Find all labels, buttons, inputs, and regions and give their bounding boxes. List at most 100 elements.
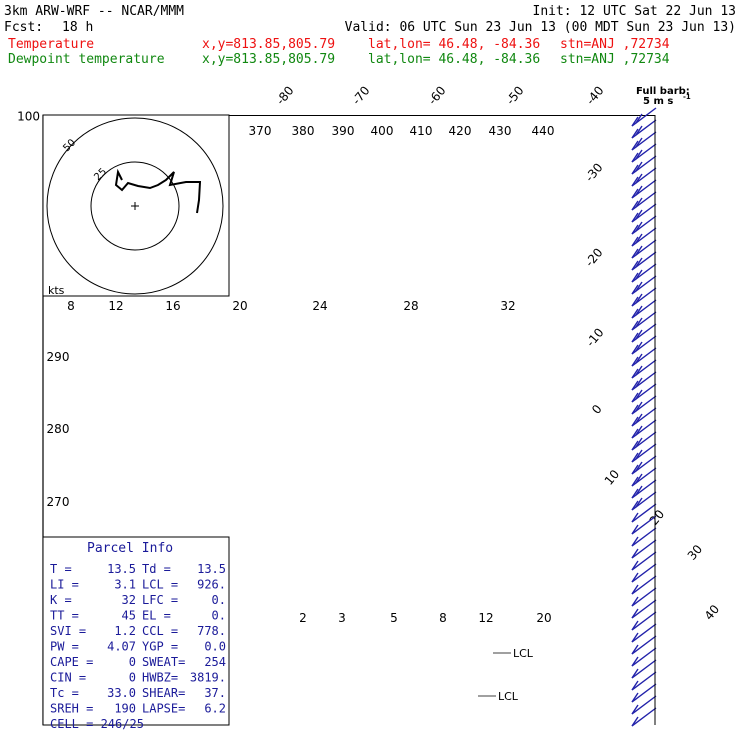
speed-scale-label: 32 bbox=[500, 299, 515, 313]
parcel-info-key: LAPSE= bbox=[142, 702, 185, 716]
hodograph-origin bbox=[131, 202, 139, 210]
wind-barb-flag bbox=[635, 173, 643, 184]
wind-barb-staff bbox=[631, 503, 657, 523]
parcel-info-key: EL = bbox=[142, 609, 171, 623]
isotherm-label: 20 bbox=[647, 507, 668, 528]
parcel-info-key: TT = bbox=[50, 609, 79, 623]
isotherm-label: 0 bbox=[589, 402, 605, 417]
wind-barb-flag bbox=[635, 401, 643, 412]
barb-legend-exponent: -1 bbox=[683, 93, 691, 101]
wind-barb-flag bbox=[635, 245, 643, 256]
wind-barb-flag bbox=[631, 224, 639, 235]
theta-side-label: 290 bbox=[47, 350, 70, 364]
isotherm-label: 40 bbox=[702, 602, 723, 623]
wind-barb-flag bbox=[631, 620, 639, 631]
parcel-info-value: 0. bbox=[212, 609, 226, 623]
parcel-info-key: SWEAT= bbox=[142, 655, 185, 669]
theta-label: 410 bbox=[410, 124, 433, 138]
parcel-info-value: 32 bbox=[122, 593, 136, 607]
wind-barb-flag bbox=[631, 332, 639, 343]
wind-barb-flag bbox=[635, 377, 643, 388]
wind-barb-flag bbox=[635, 473, 643, 484]
wind-barb-flag bbox=[635, 485, 643, 496]
mixing-ratio-label: 12 bbox=[478, 611, 493, 625]
isotherm-label: -20 bbox=[582, 245, 605, 269]
wind-barb-flag bbox=[631, 128, 639, 139]
parcel-info-key: T = bbox=[50, 562, 72, 576]
parcel-info-value: 1.2 bbox=[114, 624, 136, 638]
speed-scale-label: 8 bbox=[67, 299, 75, 313]
wind-barb-flag bbox=[631, 464, 639, 475]
parcel-info-value: 13.5 bbox=[107, 562, 136, 576]
wind-barb-flag bbox=[635, 269, 643, 280]
parcel-info-value: 4.07 bbox=[107, 640, 136, 654]
wind-barb-flag bbox=[631, 296, 639, 307]
wind-barb-flag bbox=[635, 281, 643, 292]
wind-barb-flag bbox=[631, 716, 639, 727]
wind-barb-flag bbox=[635, 293, 643, 304]
wind-barb-flag bbox=[631, 320, 639, 331]
parcel-info-key: YGP = bbox=[142, 640, 178, 654]
wind-barb-flag bbox=[631, 476, 639, 487]
lcl-label: LCL bbox=[498, 690, 519, 703]
parcel-info-key: LCL = bbox=[142, 578, 178, 592]
dewpoint-label: Dewpoint temperature bbox=[8, 52, 165, 67]
parcel-info-key: CAPE = bbox=[50, 655, 93, 669]
wind-barb-flag bbox=[631, 608, 639, 619]
hodograph-inset: 50 25 kts bbox=[42, 114, 230, 297]
wind-barb-flag bbox=[631, 644, 639, 655]
parcel-info-value: 190 bbox=[114, 702, 136, 716]
parcel-info-row: CELL = 246/25 bbox=[50, 717, 144, 731]
temperature-latlon: lat,lon= 46.48, -84.36 bbox=[368, 37, 540, 52]
valid-time: Valid: 06 UTC Sun 23 Jun 13 (00 MDT Sun … bbox=[345, 20, 736, 35]
parcel-info-key: CCL = bbox=[142, 624, 178, 638]
theta-label: 380 bbox=[292, 124, 315, 138]
wind-barb-flag bbox=[631, 260, 639, 271]
wind-barb-flag bbox=[635, 497, 643, 508]
wind-barb-flag bbox=[631, 680, 639, 691]
wind-barb-flag bbox=[635, 197, 643, 208]
wind-barb-staff bbox=[631, 683, 657, 703]
theta-label: 440 bbox=[532, 124, 555, 138]
wind-barb-staff bbox=[631, 671, 657, 691]
theta-label: 390 bbox=[332, 124, 355, 138]
parcel-info-value: 254 bbox=[204, 655, 226, 669]
mixing-ratio-labels: 2 3 5 8 12 20 bbox=[299, 611, 551, 625]
isotherm-label: 30 bbox=[685, 542, 706, 563]
isotherm-label: -50 bbox=[503, 83, 526, 107]
wind-barb-flag bbox=[631, 368, 639, 379]
lcl-markers: LCL LCL bbox=[478, 647, 534, 703]
speed-scale-label: 24 bbox=[312, 299, 327, 313]
parcel-info-key: K = bbox=[50, 593, 72, 607]
wind-barb-flag bbox=[635, 149, 643, 160]
wind-barb-flag bbox=[631, 692, 639, 703]
wind-barb-flag bbox=[631, 668, 639, 679]
speed-scale-label: 20 bbox=[232, 299, 247, 313]
wind-barb-flag bbox=[635, 221, 643, 232]
temperature-xy: x,y=813.85,805.79 bbox=[202, 37, 335, 52]
wind-barb-flag bbox=[635, 125, 643, 136]
wind-barb-staff bbox=[631, 551, 657, 571]
parcel-info-value: 6.2 bbox=[204, 702, 226, 716]
wind-barb-flag bbox=[631, 212, 639, 223]
dewpoint-station: stn=ANJ ,72734 bbox=[560, 52, 670, 67]
parcel-info-title: Parcel Info bbox=[87, 541, 173, 556]
wind-barb-flag bbox=[631, 116, 639, 127]
lcl-label: LCL bbox=[513, 647, 534, 660]
hodograph-ring-outer bbox=[46, 117, 224, 295]
isotherm-label: -40 bbox=[583, 83, 606, 107]
wind-barb-flag bbox=[631, 344, 639, 355]
wind-barb-flag bbox=[631, 164, 639, 175]
parcel-info-box: Parcel Info T = 13.5 Td = 13.5 LI = 3.1 LCL = 9… bbox=[42, 536, 230, 731]
parcel-info-value: 33.0 bbox=[107, 686, 136, 700]
parcel-info-value: 3819. bbox=[190, 671, 226, 685]
wind-barb-flag bbox=[631, 632, 639, 643]
wind-barb-flag bbox=[631, 656, 639, 667]
mixing-ratio-label: 2 bbox=[299, 611, 307, 625]
wind-barb-flag bbox=[631, 452, 639, 463]
wind-barb-staff bbox=[631, 515, 657, 535]
speed-scale-label: 12 bbox=[108, 299, 123, 313]
wind-barb-flag bbox=[635, 257, 643, 268]
parcel-info-key: LI = bbox=[50, 578, 79, 592]
wind-barb-flag bbox=[631, 500, 639, 511]
